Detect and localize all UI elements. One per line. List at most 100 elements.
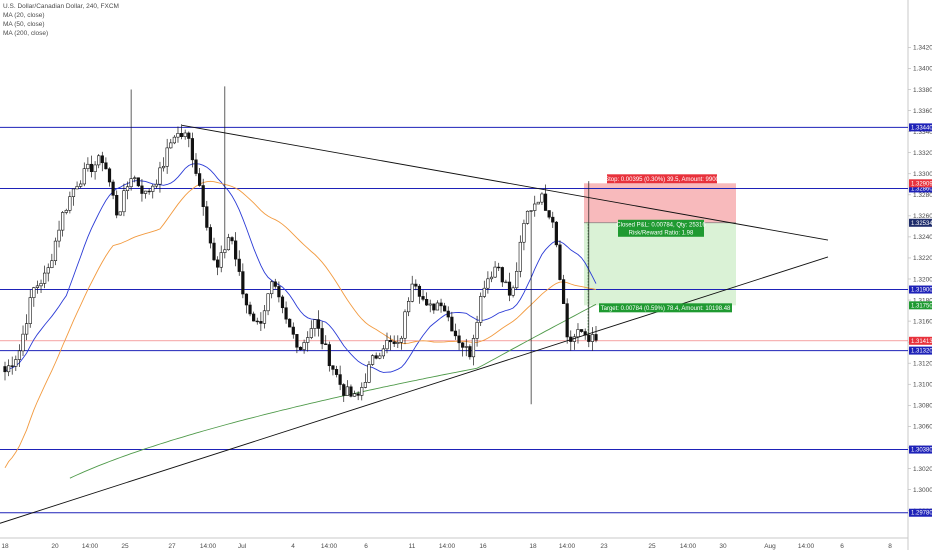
candle [208, 224, 213, 249]
candle-body [338, 374, 342, 385]
candle [579, 329, 584, 333]
candle-body [280, 296, 285, 309]
level-price-tag [909, 285, 932, 294]
candle [237, 250, 241, 276]
candle [118, 211, 122, 216]
level-price-tag [909, 445, 932, 454]
chart-title: U.S. Dollar/Canadian Dollar, 240, FXCM [3, 3, 119, 10]
candle-body [212, 242, 216, 261]
candle-body [208, 227, 213, 244]
candle [468, 344, 472, 360]
candle [316, 310, 321, 337]
candle-body [129, 178, 133, 188]
candle-body [309, 328, 313, 338]
candle-body [165, 147, 169, 167]
candle [53, 237, 58, 266]
candle [417, 284, 422, 304]
candle [352, 390, 357, 397]
x-tick-label: Jul [238, 543, 247, 550]
descending-trendline[interactable] [181, 124, 829, 241]
y-tick-label: 1.31000 [913, 382, 932, 389]
price-tag-label: 1.32534 [911, 221, 932, 227]
candle [331, 365, 335, 376]
horizontal-levels[interactable] [0, 126, 908, 514]
candle [176, 126, 180, 143]
candle-body [241, 271, 245, 295]
candle [93, 161, 97, 180]
candle [561, 274, 566, 304]
position-tool[interactable] [584, 183, 736, 340]
x-tick-label: 20 [51, 543, 59, 550]
candle-body [97, 155, 101, 166]
x-tick-label: 14:00 [559, 543, 576, 550]
candle [291, 322, 295, 339]
y-tick-label: 1.34000 [913, 66, 932, 73]
candle-body [118, 211, 122, 216]
candle-body [14, 359, 18, 367]
candle [133, 175, 137, 183]
candle [10, 356, 14, 375]
candle [104, 157, 108, 170]
candle [327, 341, 331, 372]
x-tick-label: 14:00 [680, 543, 697, 550]
candle [461, 342, 465, 357]
candle-body [320, 328, 324, 345]
candle [482, 280, 486, 299]
x-tick-label: 16 [479, 543, 487, 550]
legend-ma200: MA (200, close) [3, 30, 49, 37]
candle-body [183, 132, 187, 137]
candle-body [533, 203, 537, 211]
candle [497, 262, 501, 272]
trendlines[interactable] [0, 124, 829, 524]
price-axis[interactable]: 1.34200 1.34000 1.33800 1.33600 1.33400 1.332… [908, 45, 932, 517]
candle [277, 281, 281, 303]
stop-label-bg [607, 174, 717, 184]
candle [75, 181, 79, 190]
x-tick-label: 14:00 [439, 543, 456, 550]
candle [360, 382, 364, 401]
candle-body [507, 281, 512, 296]
candle [342, 383, 346, 402]
candle-body [205, 206, 209, 228]
candle-body [295, 334, 299, 348]
candle [388, 335, 393, 351]
candle [507, 272, 512, 302]
candle [572, 333, 576, 350]
candle [122, 183, 126, 217]
candle [363, 373, 367, 389]
candle [529, 210, 533, 405]
candle [259, 312, 263, 332]
candle-body [161, 165, 166, 169]
candle [46, 263, 50, 282]
candle [190, 132, 194, 168]
candle [205, 200, 209, 231]
candle [428, 299, 432, 313]
stop-zone[interactable] [584, 183, 736, 223]
time-axis[interactable]: 18 20 14:00 25 27 14:00 Jul 4 14:00 6 11 14:00 16 18 1… [1, 543, 892, 550]
candle [493, 261, 497, 279]
candle-body [331, 365, 335, 370]
candle-body [482, 287, 486, 297]
candle-body [219, 252, 223, 268]
candle-body [10, 365, 14, 367]
candle [345, 380, 349, 396]
candle-body [414, 283, 418, 287]
candle-body [107, 168, 112, 183]
candle [543, 184, 548, 211]
candle [522, 219, 526, 251]
candle-body [100, 155, 104, 164]
candle-body [363, 382, 367, 388]
closed-label: Closed P&L: 0.00784, Qty: 25316 Risk/Rewa… [616, 219, 706, 237]
candle-body [374, 355, 378, 359]
candle-body [378, 355, 382, 359]
candle [183, 129, 187, 140]
ascending-trendline[interactable] [0, 256, 829, 524]
candle [511, 285, 515, 298]
y-tick-label: 1.32200 [913, 255, 932, 262]
candle [525, 210, 530, 225]
candle [212, 237, 216, 262]
candle [61, 211, 65, 237]
candle-body [273, 281, 277, 287]
candle-body [381, 348, 385, 357]
